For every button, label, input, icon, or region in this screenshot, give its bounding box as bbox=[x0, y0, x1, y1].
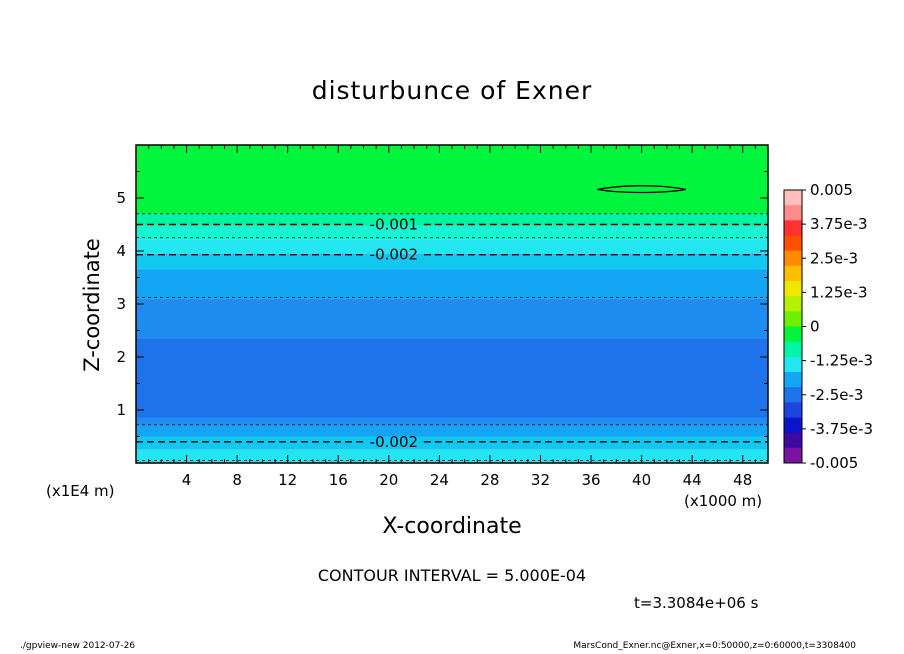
colorbar-label: -3.75e-3 bbox=[810, 420, 873, 438]
colorbar-segment-13 bbox=[784, 387, 802, 403]
x-tick-label: 36 bbox=[581, 471, 600, 489]
chart-title: disturbunce of Exner bbox=[311, 76, 593, 105]
colorbar-label: 1.25e-3 bbox=[810, 283, 868, 301]
colorbar-segment-3 bbox=[784, 235, 802, 252]
x-tick-label: 32 bbox=[531, 471, 550, 489]
x-tick-label: 28 bbox=[480, 471, 499, 489]
colorbar-label: 2.5e-3 bbox=[810, 249, 858, 267]
colorbar-segment-7 bbox=[784, 296, 802, 312]
contour-label: -0.002 bbox=[370, 246, 418, 264]
y-tick-label: 5 bbox=[116, 189, 126, 207]
contour-lines: -0.001 -0.002 -0.002 bbox=[136, 185, 768, 461]
contour-label: -0.002 bbox=[370, 433, 418, 451]
x-tick-label: 8 bbox=[232, 471, 242, 489]
field-band-0 bbox=[136, 145, 768, 214]
field-band-2 bbox=[136, 225, 768, 240]
colorbar-segment-14 bbox=[784, 402, 802, 418]
x-tick-label: 4 bbox=[182, 471, 192, 489]
colorbar-segment-0 bbox=[784, 190, 802, 206]
colorbar-segment-12 bbox=[784, 372, 802, 388]
x-tick-label: 12 bbox=[278, 471, 297, 489]
colorbar-segment-4 bbox=[784, 250, 802, 267]
colorbar-label: -0.005 bbox=[810, 454, 858, 472]
colorbar-label: -1.25e-3 bbox=[810, 352, 873, 370]
footer-left: ./gpview-new 2012-07-26 bbox=[20, 641, 136, 651]
colorbar-segment-6 bbox=[784, 281, 802, 297]
colorbar-label: -2.5e-3 bbox=[810, 386, 863, 404]
colorbar-segment-2 bbox=[784, 220, 802, 236]
colorbar-segment-15 bbox=[784, 417, 802, 434]
colorbar-label: 0.005 bbox=[810, 181, 853, 199]
field-band-9 bbox=[136, 425, 768, 437]
field-band-1 bbox=[136, 213, 768, 226]
field-band-5 bbox=[136, 269, 768, 299]
y-tick-label: 3 bbox=[116, 295, 126, 313]
field-band-4 bbox=[136, 253, 768, 270]
time-label: t=3.3084e+06 s bbox=[634, 594, 759, 612]
x-unit-left: (x1E4 m) bbox=[46, 482, 115, 500]
x-tick-label: 24 bbox=[430, 471, 449, 489]
colorbar: 0.005 3.75e-3 2.5e-3 1.25e-3 0 -1.25e-3 -2.5e-… bbox=[783, 181, 873, 472]
y-axis-label: Z-coordinate bbox=[80, 238, 104, 372]
x-tick-label: 48 bbox=[733, 471, 752, 489]
field-band-3 bbox=[136, 239, 768, 254]
colorbar-segment-5 bbox=[784, 265, 802, 282]
colorbar-segment-9 bbox=[784, 326, 802, 343]
field-band-10 bbox=[136, 436, 768, 450]
x-tick-label: 20 bbox=[379, 471, 398, 489]
colorbar-segment-16 bbox=[784, 432, 802, 449]
colorbar-segment-1 bbox=[784, 205, 802, 221]
contour-label: -0.001 bbox=[370, 216, 418, 234]
colorbar-label: 3.75e-3 bbox=[810, 215, 868, 233]
colorbar-segment-11 bbox=[784, 356, 802, 373]
colorbar-segment-10 bbox=[784, 341, 802, 358]
contour-interval: CONTOUR INTERVAL = 5.000E-04 bbox=[317, 566, 587, 585]
colorbar-segment-8 bbox=[784, 311, 802, 327]
field-band-8 bbox=[136, 417, 768, 426]
x-tick-label: 40 bbox=[632, 471, 651, 489]
y-tick-label: 4 bbox=[116, 242, 126, 260]
colorbar-label: 0 bbox=[810, 318, 820, 336]
x-tick-label: 44 bbox=[683, 471, 702, 489]
y-tick-label: 1 bbox=[116, 401, 126, 419]
contour-line-0 bbox=[597, 185, 686, 194]
colorbar-segment-17 bbox=[784, 447, 802, 464]
x-unit-right: (x1000 m) bbox=[684, 492, 763, 510]
x-tick-label: 16 bbox=[329, 471, 348, 489]
y-tick-label: 2 bbox=[116, 348, 126, 366]
x-axis-label: X-coordinate bbox=[382, 514, 522, 539]
footer-right: MarsCond_Exner.nc@Exner,x=0:50000,z=0:60… bbox=[573, 641, 856, 651]
axis-ticks bbox=[136, 145, 768, 463]
field-band-6 bbox=[136, 298, 768, 339]
field-bands bbox=[136, 145, 768, 463]
field-band-11 bbox=[136, 449, 768, 463]
field-band-7 bbox=[136, 338, 768, 418]
